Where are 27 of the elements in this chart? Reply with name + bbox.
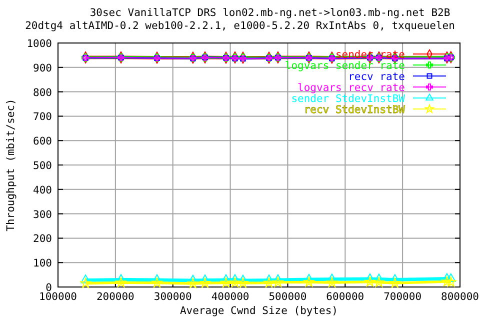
chart-subtitle: 20dtg4 altAIMD-0.2 web100-2.2.1, e1000-5.2.20 RxIntAbs 0, txqueuelen [25, 20, 455, 32]
x-tick-label: 500000 [268, 291, 307, 303]
y-tick-label: 600 [33, 136, 52, 148]
y-tick-label: 900 [33, 62, 52, 74]
y-tick-label: 1000 [26, 38, 52, 50]
y-tick-label: 500 [33, 160, 52, 172]
legend-label: recv StdevInstBW [304, 104, 406, 116]
legend-label: sender StdevInstBW [291, 93, 406, 105]
legend-label: recv rate [348, 71, 405, 83]
y-tick-label: 400 [33, 184, 52, 196]
x-tick-label: 800000 [441, 291, 479, 303]
legend-label: logvars sender rate [284, 60, 405, 72]
x-tick-label: 400000 [211, 291, 250, 303]
y-tick-label: 100 [33, 258, 52, 270]
legend-label: logvars recv rate [298, 82, 405, 94]
chart-title: 30sec VanillaTCP DRS lon02.mb-ng.net->lon03.mb-ng.net B2B [90, 7, 450, 19]
x-tick-label: 700000 [384, 291, 422, 303]
x-tick-label: 600000 [326, 291, 364, 303]
y-tick-label: 700 [33, 111, 52, 124]
x-tick-label: 100000 [39, 291, 77, 303]
x-tick-label: 300000 [154, 291, 192, 303]
x-axis-title: Average Cwnd Size (bytes) [180, 305, 338, 317]
y-tick-label: 200 [33, 233, 52, 246]
y-tick-label: 300 [33, 208, 52, 221]
x-tick-label: 200000 [96, 291, 134, 303]
y-axis-title: Throughput (mbit/sec) [5, 98, 17, 232]
y-tick-label: 800 [33, 86, 52, 99]
